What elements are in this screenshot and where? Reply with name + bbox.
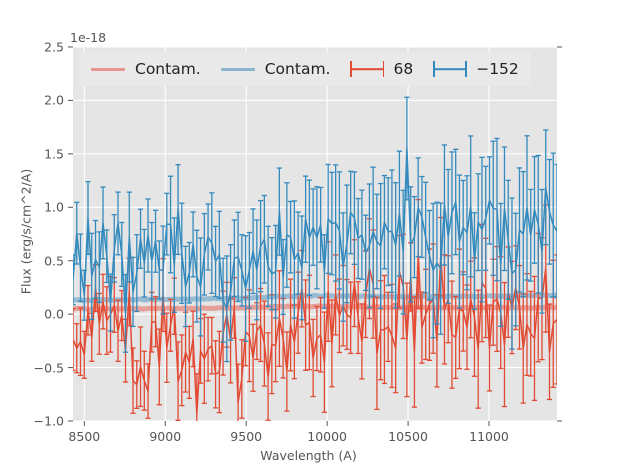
x-tick-label: 10000 <box>307 429 348 444</box>
legend-line-swatch <box>220 67 255 71</box>
x-tick-label: 8500 <box>68 429 101 444</box>
y-tick-label: 0.0 <box>44 306 64 322</box>
legend-line-swatch <box>91 67 125 71</box>
legend-label: Contam. <box>264 60 331 78</box>
legend-errorbar-swatch <box>433 61 468 77</box>
y-tick-label: 1.5 <box>44 146 64 162</box>
x-tick-label: 10500 <box>388 429 428 444</box>
y-tick-label: 2.0 <box>44 92 64 108</box>
y-axis-offset-text: 1e-18 <box>70 30 107 45</box>
y-tick-label: 0.5 <box>44 253 64 269</box>
legend-entry-0[interactable]: Contam. <box>91 60 201 78</box>
x-tick-label: 9500 <box>230 429 263 444</box>
legend-label: Contam. <box>135 60 201 78</box>
chart-legend[interactable]: Contam. Contam. 68 −152 <box>79 52 531 86</box>
legend-entry-2[interactable]: 68 <box>350 60 413 78</box>
series-contam-blue <box>73 292 557 304</box>
y-tick-label: −1.0 <box>33 413 64 429</box>
legend-entry-1[interactable]: Contam. <box>220 60 331 78</box>
x-axis-label: Wavelength (A) <box>260 448 357 463</box>
y-tick-label: 1.0 <box>44 199 64 215</box>
y-axis-label: Flux (erg/s/cm^2/A) <box>18 168 34 295</box>
y-tick-label: −0.5 <box>33 360 64 376</box>
ticks <box>68 46 562 426</box>
x-tick-label: 9000 <box>149 429 182 444</box>
legend-errorbar-swatch <box>350 61 385 77</box>
legend-label: −152 <box>476 60 519 78</box>
series-errorbar-blue <box>73 96 557 363</box>
x-tick-label: 11000 <box>469 429 509 444</box>
legend-entry-3[interactable]: −152 <box>433 60 519 78</box>
legend-label: 68 <box>393 60 414 78</box>
y-tick-label: 2.5 <box>44 39 64 55</box>
